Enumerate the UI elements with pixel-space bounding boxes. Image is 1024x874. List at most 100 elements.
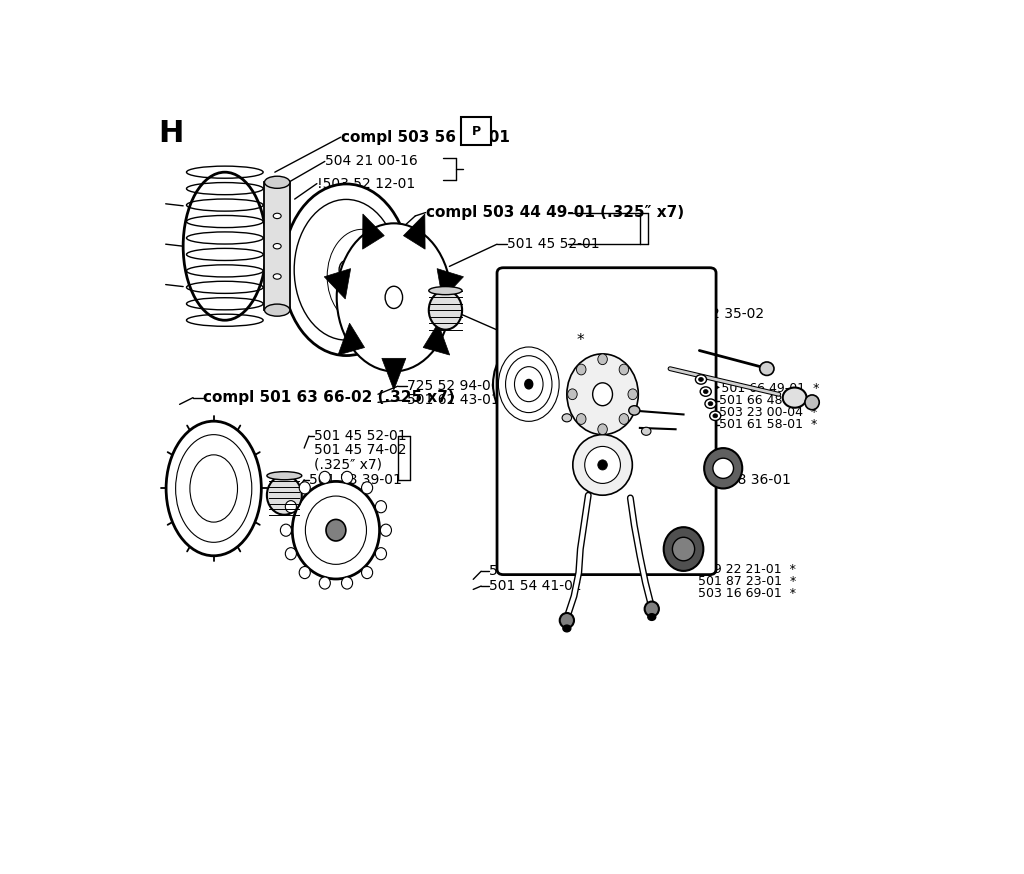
Text: 501 62 43-01: 501 62 43-01 [408,393,500,407]
Text: 504 21 00-16: 504 21 00-16 [325,155,418,169]
Ellipse shape [562,413,571,422]
Ellipse shape [567,354,638,434]
Ellipse shape [273,274,282,279]
Polygon shape [423,323,450,355]
Ellipse shape [563,625,570,632]
Ellipse shape [186,248,263,260]
Ellipse shape [186,232,263,244]
Ellipse shape [585,447,621,483]
Ellipse shape [698,378,703,381]
Ellipse shape [494,340,564,428]
Ellipse shape [273,213,282,218]
Text: 501 87 23-01  *: 501 87 23-01 * [697,575,796,588]
Ellipse shape [273,244,282,249]
Ellipse shape [299,482,310,494]
Polygon shape [362,214,384,249]
Ellipse shape [760,362,774,376]
Ellipse shape [341,471,352,483]
Bar [461,117,492,145]
Ellipse shape [385,287,402,309]
Ellipse shape [620,413,629,425]
Text: compl 503 56 71-01: compl 503 56 71-01 [341,129,510,145]
Ellipse shape [705,399,716,408]
Ellipse shape [695,375,707,385]
Ellipse shape [380,524,391,537]
Ellipse shape [326,519,346,541]
Text: 501 58 36-01: 501 58 36-01 [697,473,791,487]
Polygon shape [325,268,350,299]
Ellipse shape [264,304,290,316]
Ellipse shape [593,383,612,406]
Ellipse shape [376,548,386,559]
Ellipse shape [189,454,238,522]
Text: 729 22 21-01  *: 729 22 21-01 * [697,563,796,576]
Ellipse shape [705,448,742,489]
Ellipse shape [598,460,607,470]
Ellipse shape [700,387,712,396]
Ellipse shape [292,482,380,579]
Text: 503 16 69-01  *: 503 16 69-01 * [697,587,796,600]
Text: *: * [577,333,584,348]
Ellipse shape [577,364,586,375]
Ellipse shape [283,184,410,356]
Ellipse shape [186,183,263,195]
Ellipse shape [337,224,451,371]
Ellipse shape [305,496,367,565]
Ellipse shape [628,389,638,399]
Ellipse shape [598,424,607,434]
Text: (.325″ x7): (.325″ x7) [314,458,383,472]
Ellipse shape [629,406,640,415]
Text: *  compl 501 62 35-02: * compl 501 62 35-02 [609,307,764,321]
Polygon shape [338,323,365,355]
Ellipse shape [703,390,709,393]
Text: 501 58 39-01: 501 58 39-01 [309,473,401,487]
Text: H: H [158,120,183,149]
Ellipse shape [620,364,629,375]
Ellipse shape [648,614,655,621]
FancyBboxPatch shape [497,267,716,574]
Text: compl 503 44 49-01 (.325″ x7): compl 503 44 49-01 (.325″ x7) [426,205,684,220]
Ellipse shape [577,413,586,425]
Ellipse shape [299,566,310,579]
Ellipse shape [338,228,441,359]
Text: ‣501 66 49-01  *: ‣501 66 49-01 * [714,383,819,395]
Text: compl 501 63 66-02 (.325 x7): compl 501 63 66-02 (.325 x7) [204,390,455,406]
Ellipse shape [186,265,263,277]
Ellipse shape [166,421,261,556]
Ellipse shape [664,527,703,571]
Text: P: P [472,125,481,137]
Ellipse shape [267,472,302,480]
Text: !503 52 12-01: !503 52 12-01 [316,177,415,191]
Ellipse shape [805,395,819,410]
Polygon shape [437,268,464,299]
Ellipse shape [645,601,658,616]
Ellipse shape [429,287,462,295]
Ellipse shape [560,613,574,628]
Ellipse shape [186,166,263,178]
Ellipse shape [186,216,263,227]
Text: 501 87 65-01: 501 87 65-01 [489,565,582,579]
Ellipse shape [176,434,252,542]
Text: 501 45 52-01: 501 45 52-01 [507,237,599,251]
Text: 501 66 48-01  *: 501 66 48-01 * [719,394,817,407]
Ellipse shape [286,501,296,513]
Ellipse shape [525,379,532,389]
Ellipse shape [673,538,694,561]
Ellipse shape [286,548,296,559]
Ellipse shape [361,482,373,494]
Ellipse shape [294,199,398,340]
Ellipse shape [281,524,292,537]
Text: 725 52 94-06: 725 52 94-06 [408,379,500,393]
Text: 501 58 39-01: 501 58 39-01 [523,291,616,305]
Ellipse shape [782,387,807,407]
Text: 503 23 00-04  *: 503 23 00-04 * [719,406,817,419]
Text: 501 45 74-02: 501 45 74-02 [314,443,407,457]
Ellipse shape [713,458,733,478]
Ellipse shape [339,260,353,279]
Ellipse shape [319,471,331,483]
Ellipse shape [186,281,263,294]
Ellipse shape [710,411,721,420]
Bar [264,183,290,310]
Polygon shape [382,358,406,390]
Ellipse shape [186,199,263,212]
